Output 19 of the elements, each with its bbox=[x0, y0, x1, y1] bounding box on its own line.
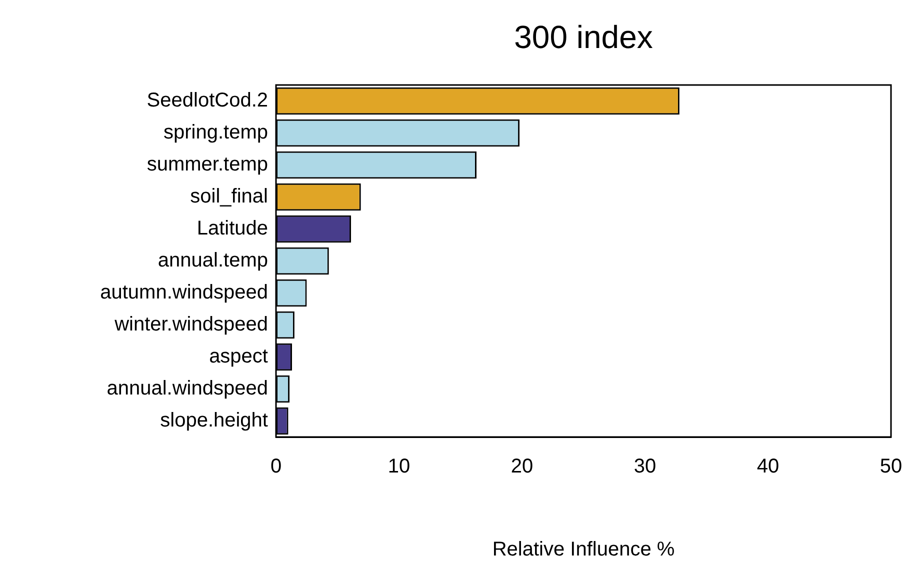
y-tick-label: soil_final bbox=[190, 186, 268, 208]
y-tick-label: winter.windspeed bbox=[114, 314, 268, 336]
x-tick-label: 40 bbox=[756, 456, 780, 478]
y-tick-label: autumn.windspeed bbox=[100, 282, 268, 304]
x-tick-label: 30 bbox=[634, 456, 656, 478]
x-tick-label: 10 bbox=[388, 456, 410, 478]
y-tick-label: SeedlotCod.2 bbox=[146, 90, 268, 112]
chart-title: 300 index bbox=[514, 19, 653, 55]
y-tick-label: spring.temp bbox=[164, 122, 268, 144]
y-tick-label: annual.temp bbox=[158, 250, 268, 272]
y-tick-label: aspect bbox=[209, 346, 268, 368]
y-tick-label: annual.windspeed bbox=[106, 378, 268, 400]
y-tick-label: Latitude bbox=[196, 218, 268, 240]
x-tick-label: 0 bbox=[270, 456, 282, 478]
x-tick-label: 20 bbox=[510, 456, 534, 478]
y-tick-label: summer.temp bbox=[146, 154, 268, 176]
x-axis-title: Relative Influence % bbox=[492, 538, 675, 561]
y-tick-label: slope.height bbox=[160, 410, 268, 432]
x-tick-label: 50 bbox=[880, 456, 902, 478]
